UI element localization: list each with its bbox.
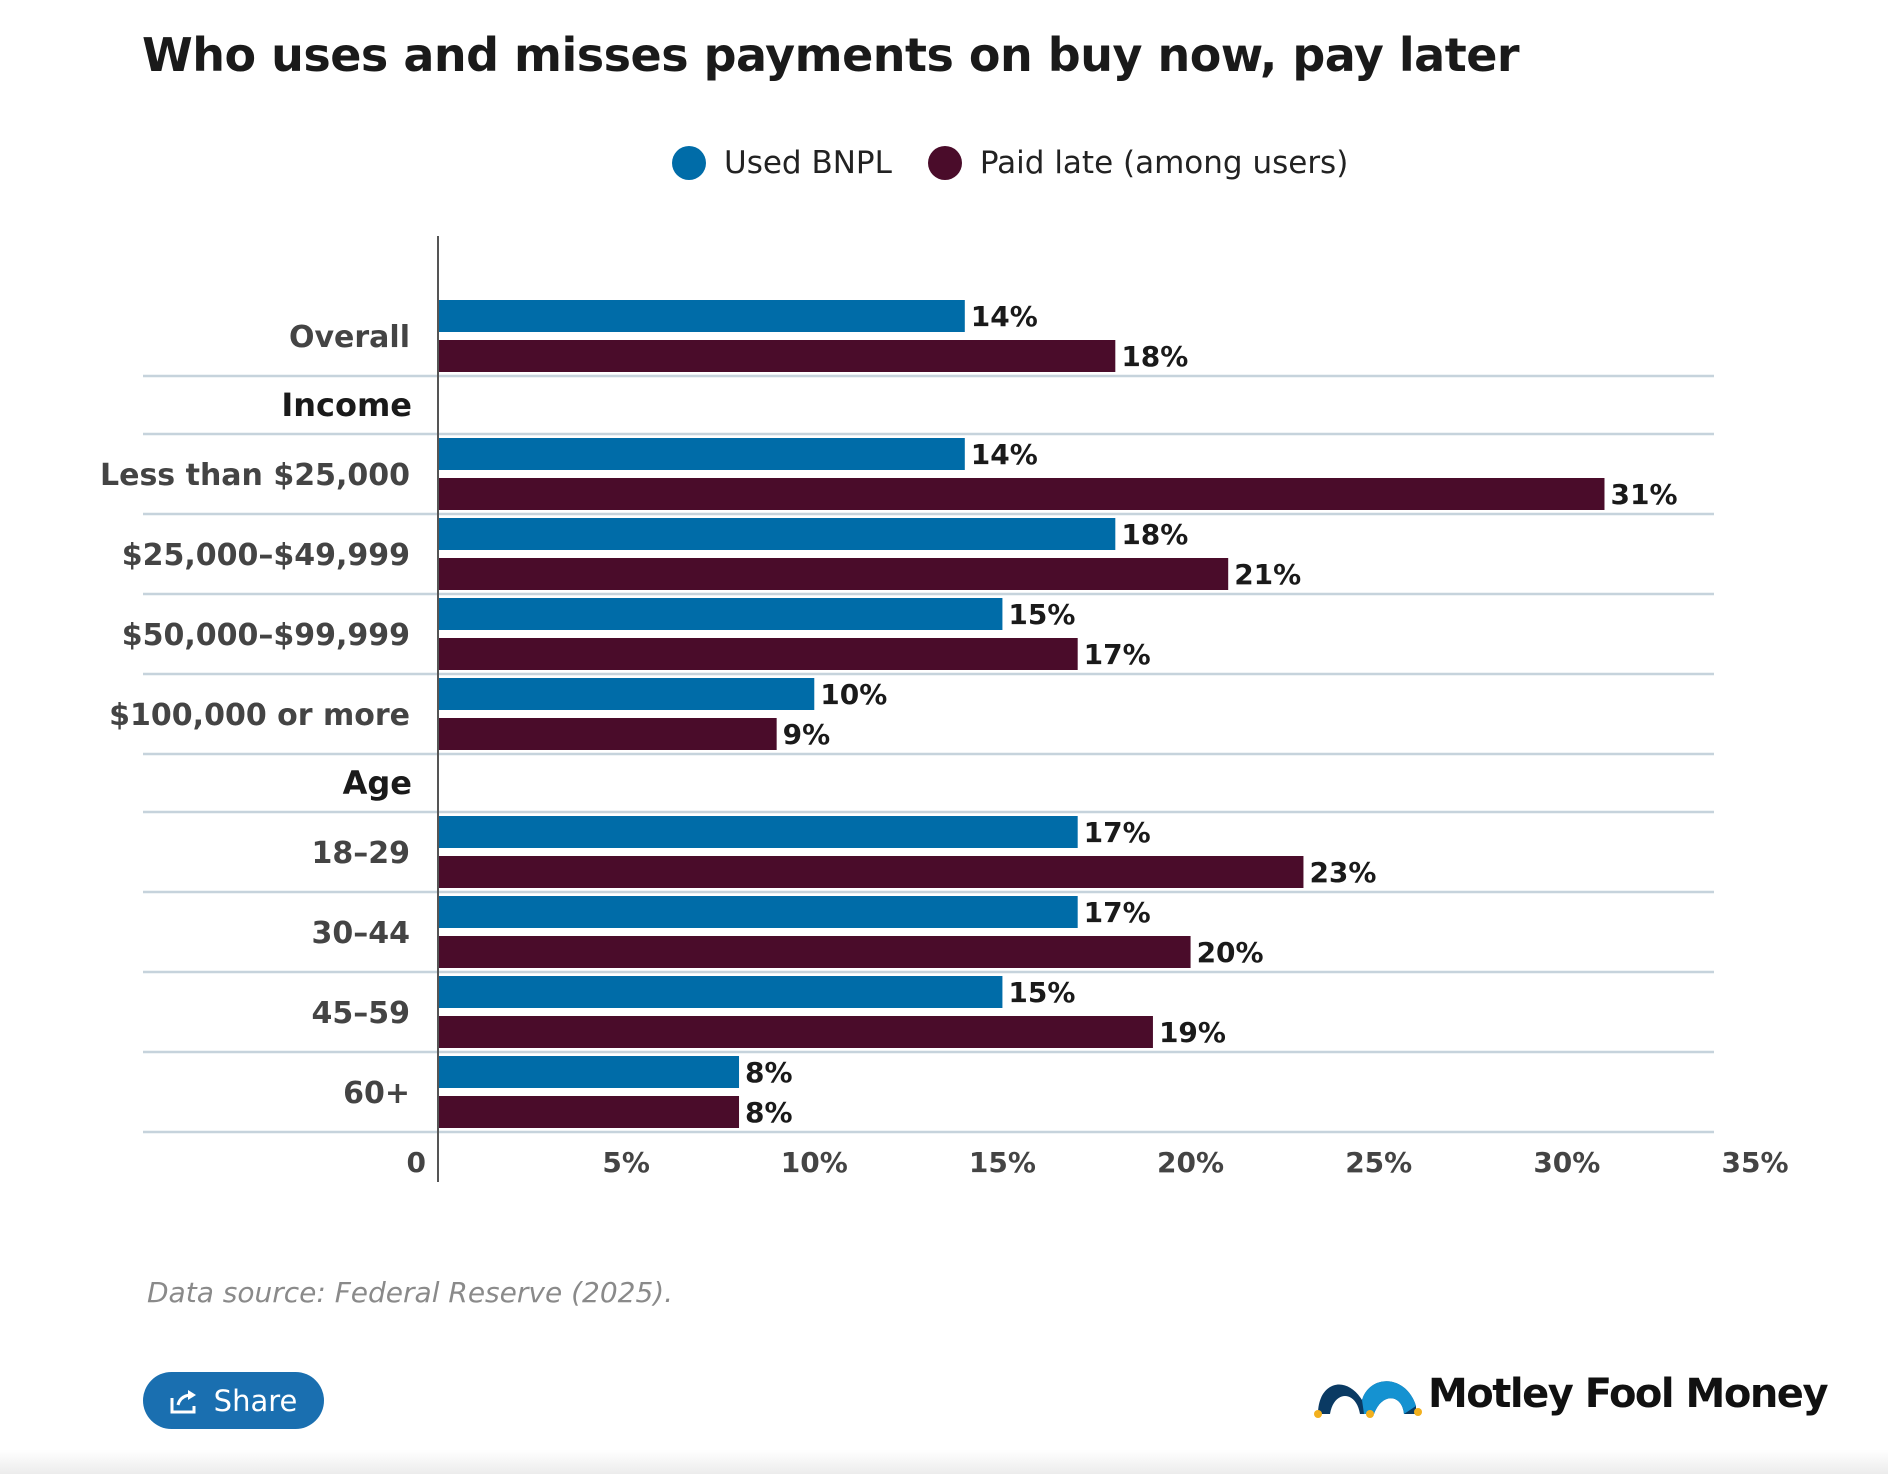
- bar-used-bnpl: [438, 598, 1003, 630]
- bar-paid-late: [438, 340, 1116, 372]
- category-label: $25,000–$49,999: [122, 538, 410, 573]
- bar-paid-late: [438, 856, 1304, 888]
- bar-paid-late: [438, 718, 777, 750]
- data-label: 17%: [1084, 816, 1151, 849]
- x-tick-label: 35%: [1721, 1146, 1788, 1179]
- category-label: Less than $25,000: [100, 458, 410, 493]
- bottom-edge: [0, 1450, 1888, 1474]
- bar-used-bnpl: [438, 300, 965, 332]
- legend-item-used: Used BNPL: [672, 145, 892, 181]
- bar-used-bnpl: [438, 438, 965, 470]
- data-label: 9%: [783, 718, 831, 751]
- bar-paid-late: [438, 1016, 1153, 1048]
- bar-used-bnpl: [438, 976, 1003, 1008]
- data-label: 8%: [745, 1096, 793, 1129]
- legend-swatch-late: [927, 146, 962, 180]
- category-label: 60+: [343, 1076, 410, 1111]
- data-label: 8%: [745, 1056, 793, 1089]
- chart-title: Who uses and misses payments on buy now,…: [142, 28, 1520, 82]
- bar-used-bnpl: [438, 518, 1116, 550]
- x-tick-label: 5%: [602, 1146, 650, 1179]
- x-tick-label: 15%: [969, 1146, 1036, 1179]
- section-header-label: Age: [343, 764, 412, 802]
- legend-item-late: Paid late (among users): [927, 145, 1349, 181]
- data-label: 14%: [971, 438, 1038, 471]
- bar-paid-late: [438, 638, 1078, 670]
- x-tick-label: 20%: [1157, 1146, 1224, 1179]
- legend-label-used: Used BNPL: [724, 145, 892, 181]
- bar-used-bnpl: [438, 1056, 740, 1088]
- share-label: Share: [213, 1383, 298, 1418]
- data-label: 31%: [1610, 478, 1677, 511]
- x-tick-label: 0: [407, 1146, 426, 1179]
- bar-used-bnpl: [438, 816, 1078, 848]
- data-label: 18%: [1121, 518, 1188, 551]
- x-tick-label: 10%: [781, 1146, 848, 1179]
- data-label: 17%: [1084, 638, 1151, 671]
- data-source-note: Data source: Federal Reserve (2025).: [147, 1276, 674, 1309]
- share-icon: [170, 1389, 196, 1413]
- category-label: $100,000 or more: [109, 698, 410, 733]
- data-label: 23%: [1309, 856, 1376, 889]
- bar-paid-late: [438, 478, 1605, 510]
- category-label: Overall: [289, 320, 410, 355]
- category-label: 45–59: [312, 996, 411, 1031]
- data-label: 15%: [1008, 976, 1075, 1009]
- legend: Used BNPL Paid late (among users): [672, 140, 1384, 186]
- bar-paid-late: [438, 1096, 740, 1128]
- data-label: 18%: [1121, 340, 1188, 373]
- motley-fool-money-logo[interactable]: Motley Fool Money: [1312, 1370, 1829, 1418]
- data-label: 19%: [1159, 1016, 1226, 1049]
- x-tick-label: 30%: [1533, 1146, 1600, 1179]
- category-label: 30–44: [312, 916, 411, 951]
- data-label: 14%: [971, 300, 1038, 333]
- bar-paid-late: [438, 936, 1191, 968]
- bar-chart: Overall 14% 18% Income Less than $25,000 14% 3…: [100, 236, 1789, 1182]
- category-label: $50,000–$99,999: [122, 618, 410, 653]
- data-label: 10%: [820, 678, 887, 711]
- data-label: 21%: [1234, 558, 1301, 591]
- data-label: 17%: [1084, 896, 1151, 929]
- x-tick-label: 25%: [1345, 1146, 1412, 1179]
- bar-used-bnpl: [438, 678, 815, 710]
- data-label: 15%: [1008, 598, 1075, 631]
- logo-text: Motley Fool Money: [1428, 1371, 1829, 1417]
- category-label: 18–29: [312, 836, 411, 871]
- section-header-label: Income: [281, 386, 412, 424]
- bar-paid-late: [438, 558, 1229, 590]
- jester-hat-icon: [1314, 1381, 1422, 1418]
- data-label: 20%: [1197, 936, 1264, 969]
- share-button[interactable]: Share: [143, 1372, 324, 1429]
- bar-used-bnpl: [438, 896, 1078, 928]
- legend-label-late: Paid late (among users): [979, 145, 1349, 181]
- legend-swatch-used: [672, 146, 706, 180]
